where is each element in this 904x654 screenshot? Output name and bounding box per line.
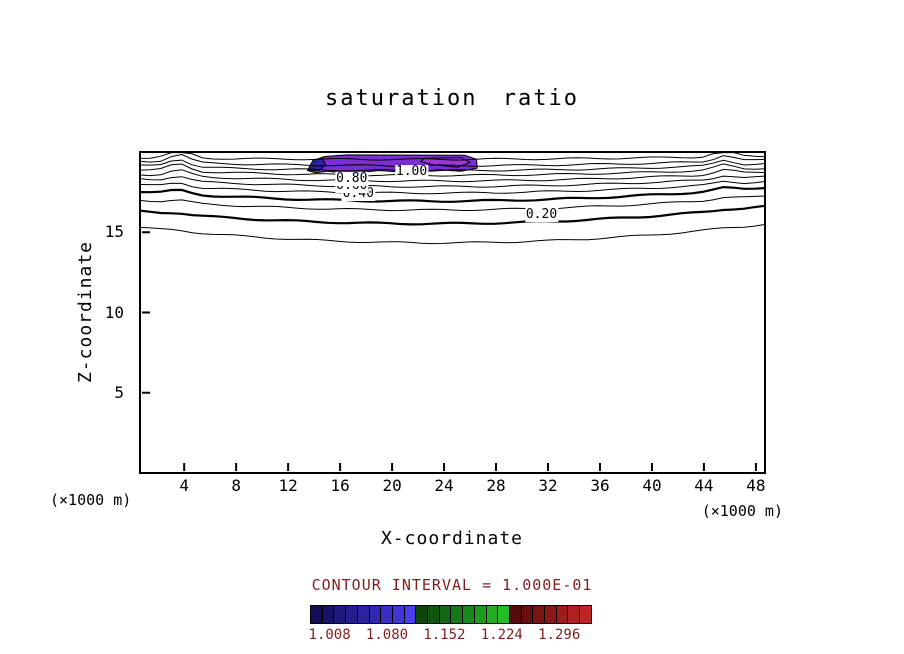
colorbar-segment: [580, 606, 591, 623]
colorbar-segment: [404, 606, 416, 623]
contour-line-0.4: [140, 185, 765, 203]
colorbar-segment: [533, 606, 545, 623]
axis-box: [139, 151, 766, 474]
colorbar-segment: [369, 606, 381, 623]
colorbar-segment: [463, 606, 474, 623]
x-tick-label: 24: [434, 476, 454, 495]
x-tick-label: 4: [179, 476, 189, 495]
contour-line-0.3: [140, 195, 765, 212]
colorbar-tick-label: 1.224: [480, 627, 523, 643]
colorbar-segment: [416, 606, 428, 623]
x-tick-label: 36: [590, 476, 610, 495]
contour-line-0.1: [140, 223, 765, 245]
colorbar-segment: [381, 606, 392, 623]
plot-title: saturation ratio: [325, 86, 579, 111]
colorbar: [310, 605, 592, 624]
x-tick-label: 28: [486, 476, 506, 495]
colorbar-segment: [498, 606, 509, 623]
contour-line-0.8: [140, 163, 765, 177]
contour-line-0.7: [140, 168, 765, 183]
contour-line-0.9: [140, 159, 765, 172]
colorbar-segment: [521, 606, 533, 623]
colorbar-segment: [428, 606, 439, 623]
contour-line-label: 0.20: [524, 206, 559, 222]
colorbar-segment: [346, 606, 357, 623]
colorbar-segment: [322, 606, 334, 623]
contour-line-1.0: [140, 153, 765, 168]
colorbar-segment: [509, 606, 521, 623]
colorbar-segment: [474, 606, 486, 623]
contour-line-label: 1.00: [394, 164, 429, 180]
contour-line-label: 0.80: [335, 171, 369, 187]
x-tick-label: 44: [694, 476, 714, 495]
saturation-fill-region: [306, 156, 327, 171]
x-tick-label: 12: [278, 476, 298, 495]
x-axis-label: X-coordinate: [380, 528, 524, 549]
colorbar-segment: [334, 606, 346, 623]
x-tick-label: 16: [330, 476, 350, 495]
contour-line-0.5: [140, 180, 765, 195]
colorbar-tick-label: 1.080: [365, 627, 409, 643]
colorbar-segment: [357, 606, 369, 623]
contour-line-1.1: [140, 152, 765, 161]
x-tick-label: 32: [538, 476, 558, 495]
plot-border: [139, 151, 766, 474]
colorbar-segment: [556, 606, 568, 623]
colorbar-segment: [486, 606, 498, 623]
y-tick-label: 15: [104, 222, 124, 242]
colorbar-tick-label: 1.152: [423, 627, 466, 643]
x-tick-label: 40: [642, 476, 662, 495]
colorbar-segment: [451, 606, 463, 623]
y-tick-label: 5: [114, 382, 124, 402]
y-tick-label: 10: [104, 302, 124, 322]
colorbar-segment: [311, 606, 322, 623]
y-axis-unit: (×1000 m): [50, 491, 132, 509]
contour-lines: [140, 152, 765, 245]
x-tick-label: 8: [231, 476, 241, 495]
x-tick-label: 48: [746, 476, 766, 495]
colorbar-segment: [545, 606, 556, 623]
colorbar-tick-label: 1.296: [538, 627, 581, 643]
colorbar-segment: [392, 606, 404, 623]
contour-line-0.2: [140, 204, 765, 226]
contour-line-0.6: [140, 175, 765, 188]
colorbar-tick-label: 1.008: [308, 627, 351, 643]
contour-interval-label: CONTOUR INTERVAL = 1.000E-01: [311, 576, 593, 594]
x-axis-unit: (×1000 m): [701, 502, 783, 520]
colorbar-segment: [439, 606, 451, 623]
colorbar-segment: [568, 606, 580, 623]
colorbar-labels: 1.008 1.080 1.152 1.224 1.296: [308, 627, 590, 645]
x-tick-label: 20: [382, 476, 402, 495]
